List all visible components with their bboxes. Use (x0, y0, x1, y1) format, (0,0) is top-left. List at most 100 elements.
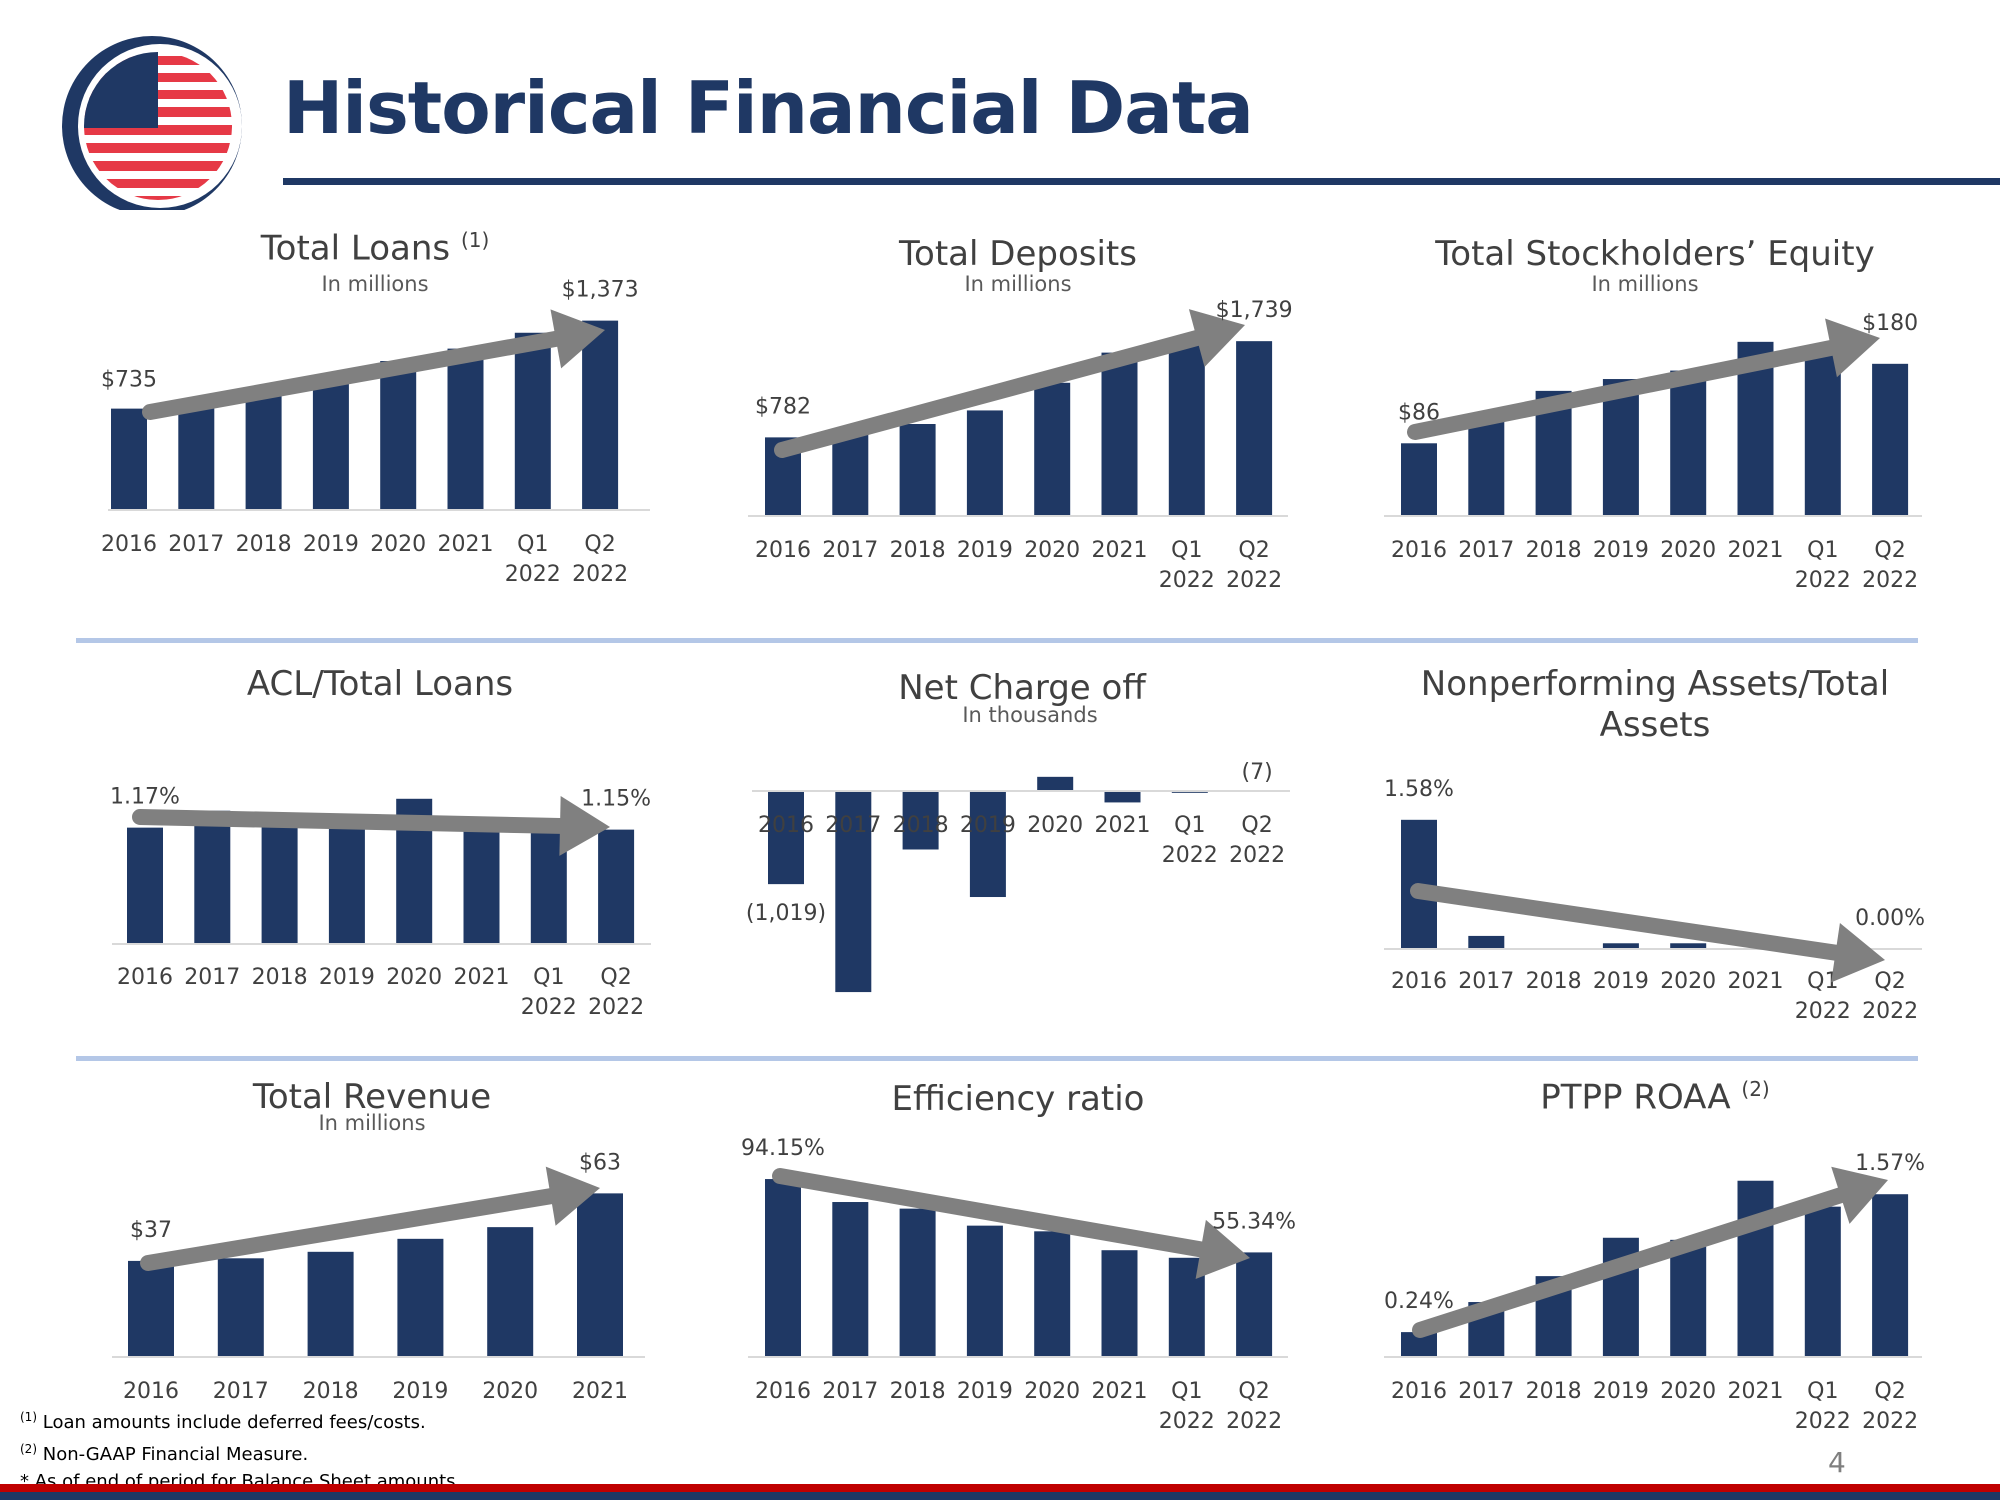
bar (463, 824, 500, 944)
bar (1468, 935, 1505, 949)
bar (1236, 1252, 1273, 1357)
chart-title: Efficiency ratio (891, 1079, 1145, 1119)
x-tick-label: 2017 (1458, 538, 1514, 563)
x-tick-label: 2021 (438, 532, 494, 557)
x-tick-label: 2020 (482, 1379, 538, 1404)
x-tick-label: 2021 (1092, 1379, 1148, 1404)
x-tick-label: 2016 (117, 965, 173, 990)
data-label: 0.24% (1384, 1289, 1454, 1314)
x-tick-label: 2018 (1526, 969, 1582, 994)
data-label: 1.57% (1855, 1151, 1925, 1176)
data-label: 1.17% (110, 785, 180, 810)
bar (1670, 943, 1707, 949)
chart-title: PTPP ROAA (2) (1540, 1077, 1770, 1118)
x-tick-label: 2016 (123, 1379, 179, 1404)
data-label: 0.00% (1855, 906, 1925, 931)
x-tick-label: 2017 (168, 532, 224, 557)
bar (768, 791, 804, 885)
bar (1101, 352, 1138, 516)
x-tick-label: Q2 2022 (1229, 813, 1285, 868)
chart-subtitle: In millions (321, 272, 429, 296)
x-tick-label: 2017 (822, 1379, 878, 1404)
data-label: 1.58% (1384, 777, 1454, 802)
x-tick-label: 2018 (303, 1379, 359, 1404)
page-title: Historical Financial Data (283, 66, 1254, 150)
footer-rule-red (0, 1484, 2000, 1492)
bar (1804, 1206, 1841, 1357)
chart-subtitle: In thousands (962, 703, 1098, 727)
data-label: $782 (755, 394, 811, 419)
bar (899, 424, 936, 516)
trend-arrow (140, 1166, 600, 1271)
bar (1872, 1194, 1909, 1357)
x-tick-label: 2016 (1391, 538, 1447, 563)
bar (902, 791, 939, 850)
bar (397, 1238, 444, 1357)
x-tick-label: 2018 (236, 532, 292, 557)
chart-title: Total Stockholders’ Equity (1435, 234, 1875, 274)
bar (582, 320, 619, 510)
title-underline (283, 178, 2000, 185)
bar (127, 827, 163, 944)
x-tick-label: 2021 (1728, 1379, 1784, 1404)
x-tick-label: 2017 (822, 538, 878, 563)
x-tick-label: 2019 (303, 532, 359, 557)
bar (312, 377, 349, 510)
x-tick-label: 2019 (1593, 538, 1649, 563)
chart-subtitle: In millions (318, 1111, 426, 1135)
bar (598, 829, 635, 944)
bar (835, 791, 872, 993)
chart-subtitle: In millions (964, 272, 1072, 296)
footnotes: (1) Loan amounts include deferred fees/c… (20, 1404, 461, 1495)
bar (966, 410, 1003, 516)
data-label: $1,739 (1216, 298, 1293, 323)
bar (261, 824, 298, 944)
x-tick-label: Q2 2022 (572, 532, 628, 587)
chart-title: ACL/Total Loans (246, 664, 514, 704)
x-tick-label: 2021 (572, 1379, 628, 1404)
x-tick-label: 2020 (386, 965, 442, 990)
bar (1101, 1250, 1138, 1357)
bar (1670, 1239, 1707, 1357)
trend-arrow (772, 1168, 1250, 1279)
bar (1602, 943, 1639, 949)
x-tick-label: 2020 (1024, 538, 1080, 563)
bar (1168, 341, 1205, 516)
bar (1236, 341, 1273, 516)
x-tick-label: 2018 (1526, 1379, 1582, 1404)
bar (307, 1251, 354, 1357)
chart-title: Net Charge off (898, 668, 1146, 708)
row-separator (76, 1056, 1918, 1061)
footnote: (2) Non-GAAP Financial Measure. (20, 1442, 309, 1465)
x-tick-label: 2016 (755, 1379, 811, 1404)
data-label: $63 (579, 1150, 621, 1175)
trend-arrow (1410, 883, 1885, 983)
x-tick-label: 2019 (319, 965, 375, 990)
bar (514, 332, 551, 510)
x-tick-label: 2021 (1095, 813, 1151, 838)
x-tick-label: 2016 (1391, 1379, 1447, 1404)
trend-arrow (1412, 1166, 1888, 1338)
data-label: $37 (130, 1218, 172, 1243)
bar (1104, 791, 1141, 803)
bar (1804, 353, 1841, 516)
x-tick-label: 2019 (960, 813, 1016, 838)
trend-arrow (774, 309, 1245, 458)
bar (1401, 443, 1437, 516)
bar (966, 1225, 1003, 1357)
x-tick-label: 2017 (825, 813, 881, 838)
bar (128, 1260, 174, 1357)
x-tick-label: 2018 (893, 813, 949, 838)
data-label: $86 (1398, 400, 1440, 425)
trend-arrow (132, 795, 610, 856)
bar (194, 810, 231, 944)
x-tick-label: Q2 2022 (1862, 1379, 1918, 1434)
row-separator (76, 638, 1918, 643)
x-tick-label: 2019 (392, 1379, 448, 1404)
x-tick-label: 2021 (454, 965, 510, 990)
data-label: (1,019) (746, 901, 826, 926)
